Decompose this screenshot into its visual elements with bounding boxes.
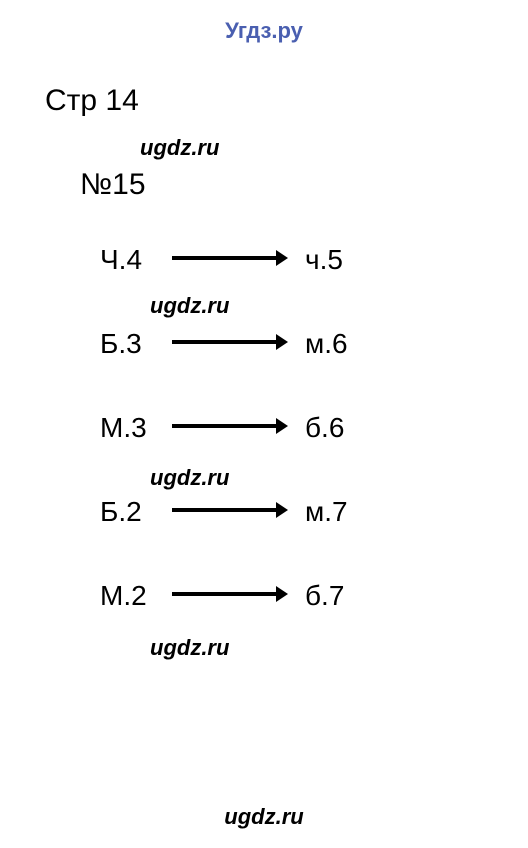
item-row: Б.2 м.7 [100,494,528,530]
item-row: Ч.4 ч.5 [100,242,528,278]
item-right-text: м.7 [305,496,375,528]
arrow-icon [170,584,290,609]
item-row: Б.3 м.6 [100,326,528,362]
item-right-text: ч.5 [305,244,375,276]
site-header: Угдз.ру [0,0,528,44]
item-right-text: м.6 [305,328,375,360]
arrow-icon [170,500,290,525]
item-right-text: б.7 [305,580,375,612]
arrow-icon [170,332,290,357]
arrow-icon [170,416,290,441]
items-container: Ч.4 ч.5 Б.3 м.6 М.3 б.6 Б.2 м.7 М.2 б.7 [100,242,528,614]
item-left-text: Б.2 [100,496,170,528]
footer-watermark: ugdz.ru [0,804,528,830]
watermark: ugdz.ru [140,135,219,161]
arrow-icon [170,248,290,273]
footer-watermark-text: ugdz.ru [224,804,303,829]
item-right-text: б.6 [305,412,375,444]
page-label-text: Стр 14 [45,84,139,117]
watermark: ugdz.ru [150,635,229,661]
item-row: М.3 б.6 [100,410,528,446]
item-row: М.2 б.7 [100,578,528,614]
page-label: Стр 14 [45,84,528,118]
item-left-text: Б.3 [100,328,170,360]
item-left-text: Ч.4 [100,244,170,276]
header-text: Угдз.ру [225,18,303,43]
exercise-number-text: №15 [80,168,146,201]
exercise-number: №15 [80,168,528,202]
item-left-text: М.3 [100,412,170,444]
item-left-text: М.2 [100,580,170,612]
